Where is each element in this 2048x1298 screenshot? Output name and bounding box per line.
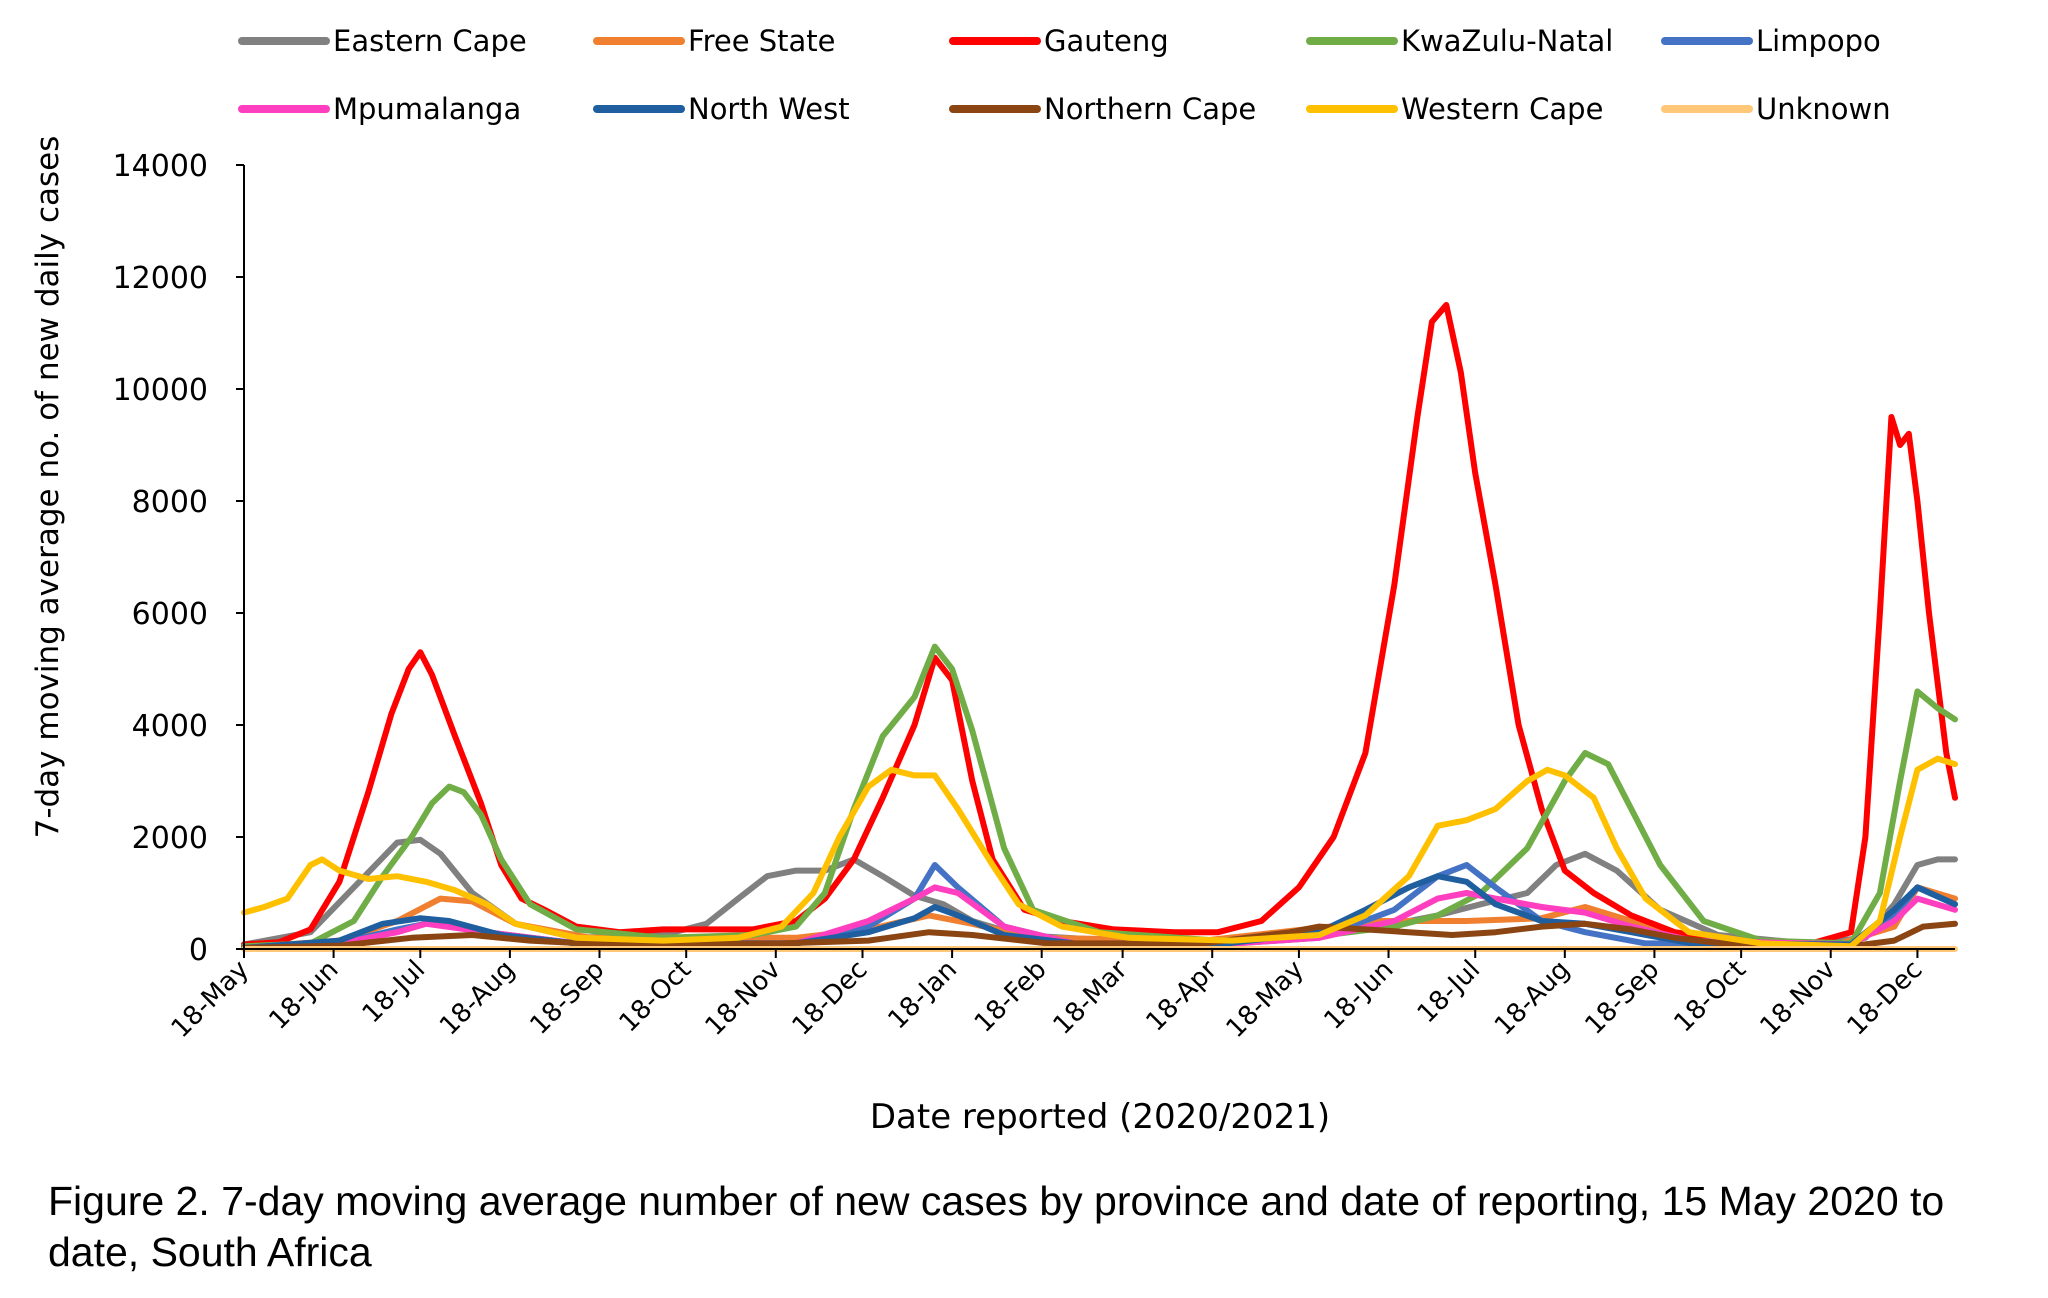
plot-series [241, 302, 1958, 952]
x-tick-label: 18-Aug [1489, 955, 1576, 1042]
y-tick-label: 0 [189, 933, 208, 968]
legend-label: Northern Cape [1044, 92, 1256, 126]
series-line-gauteng [241, 302, 1958, 948]
x-axis-title: Date reported (2020/2021) [870, 1097, 1330, 1137]
x-tick-label: 18-Oct [614, 955, 698, 1039]
x-tick-label: 18-Oct [1669, 955, 1753, 1039]
x-tick-label: 18-Sep [1579, 955, 1665, 1041]
x-ticks: 18-May 18-Jun 18-Jul 18-Aug 18-Sep 18-Oct 18-N… [166, 949, 1929, 1044]
x-tick-label: 18-May [1221, 955, 1310, 1044]
x-tick-label: 18-Apr [1141, 955, 1224, 1038]
legend-label: KwaZulu-Natal [1401, 24, 1613, 58]
legend: Eastern Cape Free State Gauteng KwaZulu-Nat… [238, 24, 1891, 126]
figure-caption: Figure 2. 7-day moving average number of… [48, 1178, 1945, 1275]
y-tick-label: 14000 [113, 149, 208, 184]
x-tick-label: 18-Feb [969, 955, 1053, 1039]
legend-label: North West [688, 92, 850, 126]
y-tick-label: 8000 [132, 485, 208, 520]
x-tick-label: 18-Jul [1412, 955, 1486, 1029]
legend-label: Western Cape [1401, 92, 1603, 126]
x-tick-label: 18-Jun [264, 955, 345, 1036]
y-tick-label: 12000 [113, 261, 208, 296]
x-tick-label: 18-Jun [1318, 955, 1399, 1036]
series-line-western-cape [241, 755, 1958, 950]
legend-label: Eastern Cape [333, 24, 527, 58]
y-ticks: 0 2000 4000 6000 8000 10000 12000 14000 [113, 149, 244, 968]
legend-label: Unknown [1756, 92, 1891, 126]
x-tick-label: 18-Dec [1842, 955, 1929, 1042]
x-tick-label: 18-Nov [1755, 955, 1842, 1042]
x-tick-label: 18-Jul [357, 955, 431, 1029]
series-line-northern-cape [241, 920, 1958, 951]
y-tick-label: 10000 [113, 373, 208, 408]
axes [243, 165, 1955, 950]
legend-label: Free State [688, 24, 836, 58]
x-tick-label: 18-Jan [882, 955, 963, 1036]
x-tick-label: 18-Mar [1048, 955, 1134, 1041]
y-tick-label: 2000 [132, 821, 208, 856]
x-tick-label: 18-Dec [787, 955, 874, 1042]
x-tick-label: 18-Sep [525, 955, 611, 1041]
y-tick-label: 6000 [132, 597, 208, 632]
legend-label: Mpumalanga [333, 92, 521, 126]
y-axis-title: 7-day moving average no. of new daily ca… [30, 136, 66, 839]
y-tick-label: 4000 [132, 709, 208, 744]
x-tick-label: 18-Aug [434, 955, 521, 1042]
legend-label: Limpopo [1756, 24, 1881, 58]
series-line-kwazulu-natal [241, 643, 1958, 950]
legend-label: Gauteng [1044, 24, 1169, 58]
x-tick-label: 18-Nov [700, 955, 787, 1042]
x-tick-label: 18-May [166, 955, 255, 1044]
chart: Eastern Cape Free State Gauteng KwaZulu-Nat… [30, 24, 1958, 1137]
